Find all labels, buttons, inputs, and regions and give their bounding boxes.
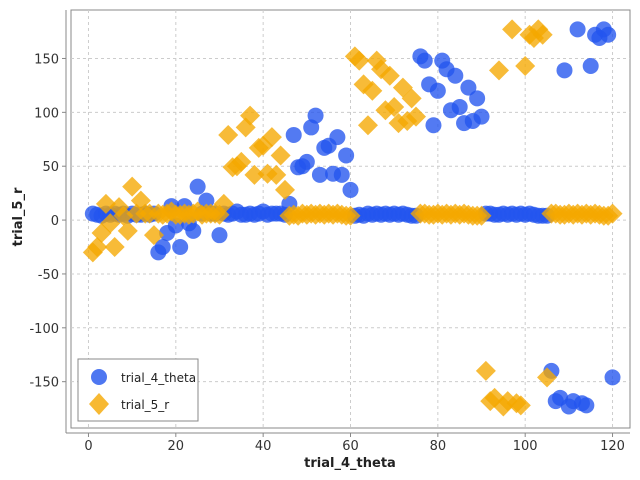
data-point-diamond xyxy=(213,193,234,214)
data-point-diamond xyxy=(117,220,138,241)
data-point-circle xyxy=(556,62,573,79)
data-point-diamond xyxy=(362,80,383,101)
data-point-circle xyxy=(307,107,324,124)
data-point-circle xyxy=(604,369,621,386)
y-tick-label: -100 xyxy=(29,322,59,337)
x-tick-label: 20 xyxy=(168,439,185,454)
y-tick-label: 50 xyxy=(42,160,59,175)
data-point-diamond xyxy=(274,179,295,200)
data-point-circle xyxy=(189,178,206,195)
data-point-diamond xyxy=(537,367,558,388)
data-point-circle xyxy=(154,239,171,256)
data-point-diamond xyxy=(340,205,361,226)
x-tick-label: 0 xyxy=(84,439,92,454)
y-tick-label: -50 xyxy=(38,268,59,283)
data-point-circle xyxy=(425,117,442,134)
data-point-circle xyxy=(311,166,328,183)
data-point-circle xyxy=(429,82,446,99)
data-point-circle xyxy=(460,79,477,96)
data-point-circle xyxy=(333,166,350,183)
y-axis-title: trial_5_r xyxy=(11,187,26,246)
data-point-diamond xyxy=(502,19,523,40)
data-point-diamond xyxy=(218,124,239,145)
data-point-diamond xyxy=(488,60,509,81)
legend: trial_4_theta trial_5_r xyxy=(77,358,199,422)
x-tick-label: 40 xyxy=(255,439,272,454)
data-point-circle xyxy=(416,52,433,69)
data-point-diamond xyxy=(510,395,531,416)
data-point-diamond xyxy=(261,127,282,148)
data-point-diamond xyxy=(240,105,261,126)
y-tick-label: 150 xyxy=(34,52,59,67)
data-point-circle xyxy=(338,147,355,164)
x-tick-label: 100 xyxy=(513,439,538,454)
data-point-circle xyxy=(447,67,464,84)
legend-marker-trial-4-theta xyxy=(91,369,107,385)
data-point-diamond xyxy=(122,176,143,197)
data-point-circle xyxy=(329,129,346,146)
data-markers xyxy=(82,19,623,417)
x-tick-label: 80 xyxy=(430,439,447,454)
data-point-diamond xyxy=(349,50,370,71)
grid-lines xyxy=(71,10,630,428)
data-point-diamond xyxy=(532,24,553,45)
axes: 0 20 40 60 80 100 120 -150 -100 -50 0 50 100 150 xyxy=(29,10,630,454)
data-point-diamond xyxy=(401,88,422,109)
data-point-circle xyxy=(298,153,315,170)
data-point-circle xyxy=(578,397,595,414)
series-trial-5-r xyxy=(82,19,623,417)
data-point-circle xyxy=(185,222,202,239)
legend-marker-trial-5-r xyxy=(89,393,109,415)
data-point-diamond xyxy=(266,164,287,185)
data-point-circle xyxy=(473,108,490,125)
data-point-circle xyxy=(600,26,617,43)
y-tick-label: 100 xyxy=(34,106,59,121)
data-point-circle xyxy=(211,227,228,244)
data-point-diamond xyxy=(270,145,291,166)
data-point-circle xyxy=(582,58,599,75)
data-point-diamond xyxy=(471,205,492,226)
legend-label-trial-5-r: trial_5_r xyxy=(121,398,169,412)
x-tick-label: 60 xyxy=(342,439,359,454)
data-point-diamond xyxy=(100,213,121,234)
x-tick-label: 120 xyxy=(600,439,625,454)
data-point-diamond xyxy=(406,106,427,127)
data-point-diamond xyxy=(379,65,400,86)
data-point-circle xyxy=(569,21,586,38)
legend-label-trial-4-theta: trial_4_theta xyxy=(121,371,196,385)
data-point-diamond xyxy=(602,203,623,224)
data-point-diamond xyxy=(357,115,378,136)
data-point-circle xyxy=(469,90,486,107)
data-point-diamond xyxy=(515,56,536,77)
data-point-diamond xyxy=(231,151,252,172)
y-tick-label: -150 xyxy=(29,376,59,391)
data-point-circle xyxy=(451,98,468,115)
y-tick-label: 0 xyxy=(51,214,59,229)
data-point-diamond xyxy=(113,205,134,226)
data-point-diamond xyxy=(244,164,265,185)
data-point-diamond xyxy=(104,237,125,258)
data-point-circle xyxy=(285,126,302,143)
data-point-diamond xyxy=(143,225,164,246)
data-point-circle xyxy=(172,239,189,256)
x-axis-title: trial_4_theta xyxy=(304,456,396,471)
data-point-diamond xyxy=(384,96,405,117)
data-point-circle xyxy=(342,181,359,198)
data-point-diamond xyxy=(475,360,496,381)
